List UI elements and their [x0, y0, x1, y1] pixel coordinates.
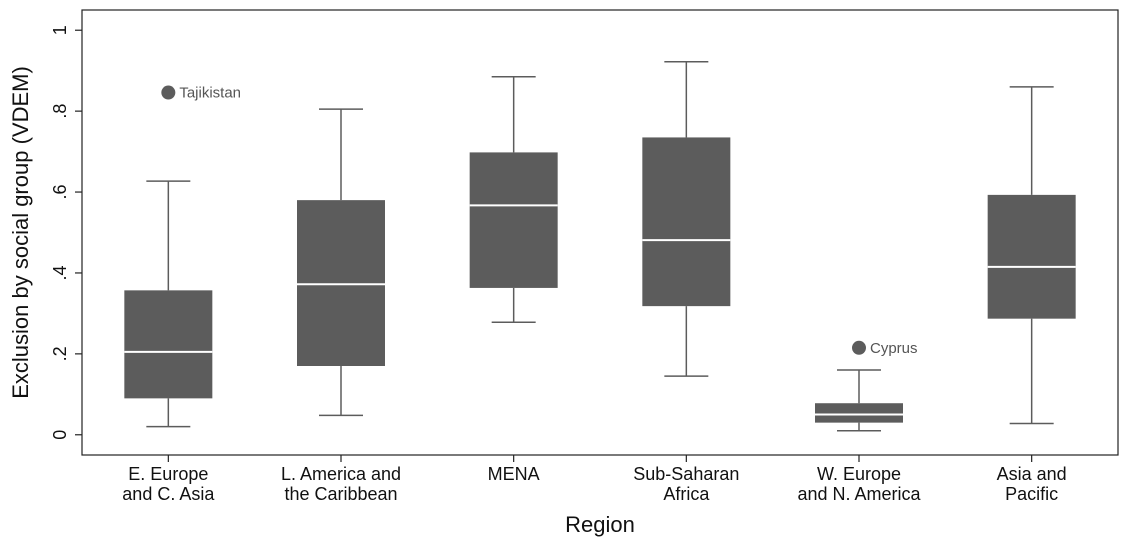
y-axis: 0 .2 .4 .6 .8 1 [50, 25, 82, 440]
box-iqr [815, 403, 903, 423]
y-tick-label: .8 [50, 104, 70, 119]
x-category-label: Africa [663, 484, 710, 504]
y-tick-label: .2 [50, 346, 70, 361]
x-category-label: E. Europe [128, 464, 208, 484]
box-iqr [987, 194, 1076, 319]
plot-border [81, 9, 1119, 456]
box-group [297, 108, 385, 417]
outlier-point [161, 85, 176, 100]
box-group [469, 76, 558, 324]
box-group [987, 86, 1076, 425]
outlier-point [852, 340, 866, 355]
y-tick-label: .6 [50, 185, 70, 200]
plot-frame [81, 9, 1119, 456]
box-iqr [469, 152, 558, 288]
x-category-label: the Caribbean [284, 484, 397, 504]
x-category-label: W. Europe [817, 464, 901, 484]
box-iqr [297, 200, 385, 366]
boxes-layer: Tajikistan Cyprus [124, 61, 1076, 432]
box-group: Tajikistan [124, 85, 241, 428]
x-category-label: L. America and [281, 464, 401, 484]
y-axis-title: Exclusion by social group (VDEM) [8, 66, 33, 399]
x-category-label: MENA [488, 464, 540, 484]
x-axis-title: Region [565, 512, 635, 537]
x-category-label: Sub-Saharan [633, 464, 739, 484]
box-iqr [642, 137, 731, 307]
y-tick-label: 1 [50, 25, 70, 35]
y-tick-label: .4 [50, 265, 70, 280]
x-category-label: and N. America [797, 484, 921, 504]
x-category-label: Pacific [1005, 484, 1058, 504]
box-group [642, 61, 731, 377]
outlier-label: Cyprus [870, 340, 918, 357]
y-tick-label: 0 [50, 430, 70, 440]
outlier-label: Tajikistan [179, 85, 241, 102]
box-iqr [124, 290, 213, 399]
x-category-label: and C. Asia [122, 484, 215, 504]
box-group: Cyprus [815, 340, 918, 432]
x-category-label: Asia and [997, 464, 1067, 484]
